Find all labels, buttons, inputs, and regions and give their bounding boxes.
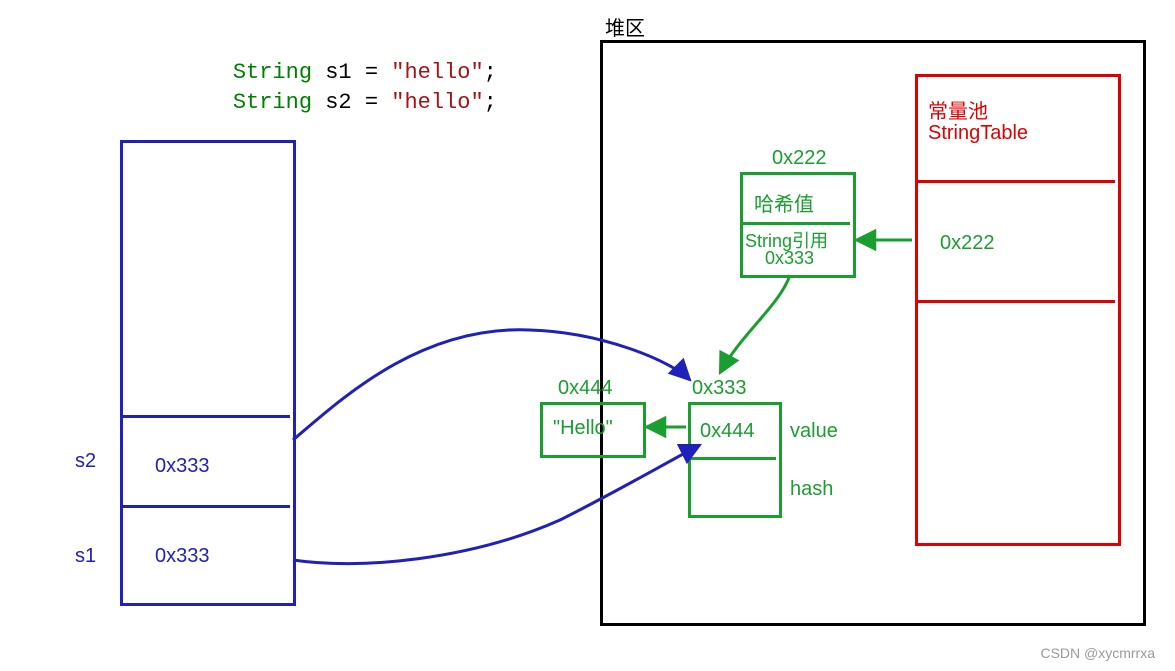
string-obj-value-label: value — [790, 420, 838, 443]
stack-s2-label: s2 — [75, 450, 96, 473]
char-array-addr: 0x444 — [558, 377, 613, 400]
pool-divider-1 — [915, 180, 1115, 183]
pool-title-1: 常量池 — [928, 95, 988, 124]
string-obj-hash-label: hash — [790, 478, 833, 501]
table-entry-addr: 0x222 — [772, 147, 827, 170]
stack-box — [120, 140, 296, 606]
stack-s2-value: 0x333 — [155, 455, 210, 478]
pool-divider-2 — [915, 300, 1115, 303]
code-literal: "hello" — [391, 90, 483, 115]
string-obj-value-text: 0x444 — [700, 420, 755, 443]
code-semi: ; — [484, 90, 497, 115]
stack-s1-label: s1 — [75, 545, 96, 568]
stack-divider-1 — [120, 415, 290, 418]
diagram-canvas: String s1 = "hello"; String s2 = "hello"… — [0, 0, 1175, 671]
string-obj-addr: 0x333 — [692, 377, 747, 400]
code-decl-s2: s2 = — [312, 90, 391, 115]
table-entry-hash: 哈希值 — [754, 188, 814, 217]
pool-title-2: StringTable — [928, 122, 1028, 145]
table-entry-ref-lower: 0x333 — [765, 248, 814, 269]
table-entry-divider — [740, 222, 850, 225]
code-line-2: String s2 = "hello"; — [180, 65, 497, 140]
heap-title: 堆区 — [605, 12, 645, 41]
code-type: String — [233, 90, 312, 115]
string-obj-divider — [688, 457, 776, 460]
char-array-text: "Hello" — [553, 417, 613, 440]
watermark: CSDN @xycmrrxa — [1040, 645, 1155, 661]
stack-divider-2 — [120, 505, 290, 508]
stack-s1-value: 0x333 — [155, 545, 210, 568]
pool-entry: 0x222 — [940, 232, 995, 255]
